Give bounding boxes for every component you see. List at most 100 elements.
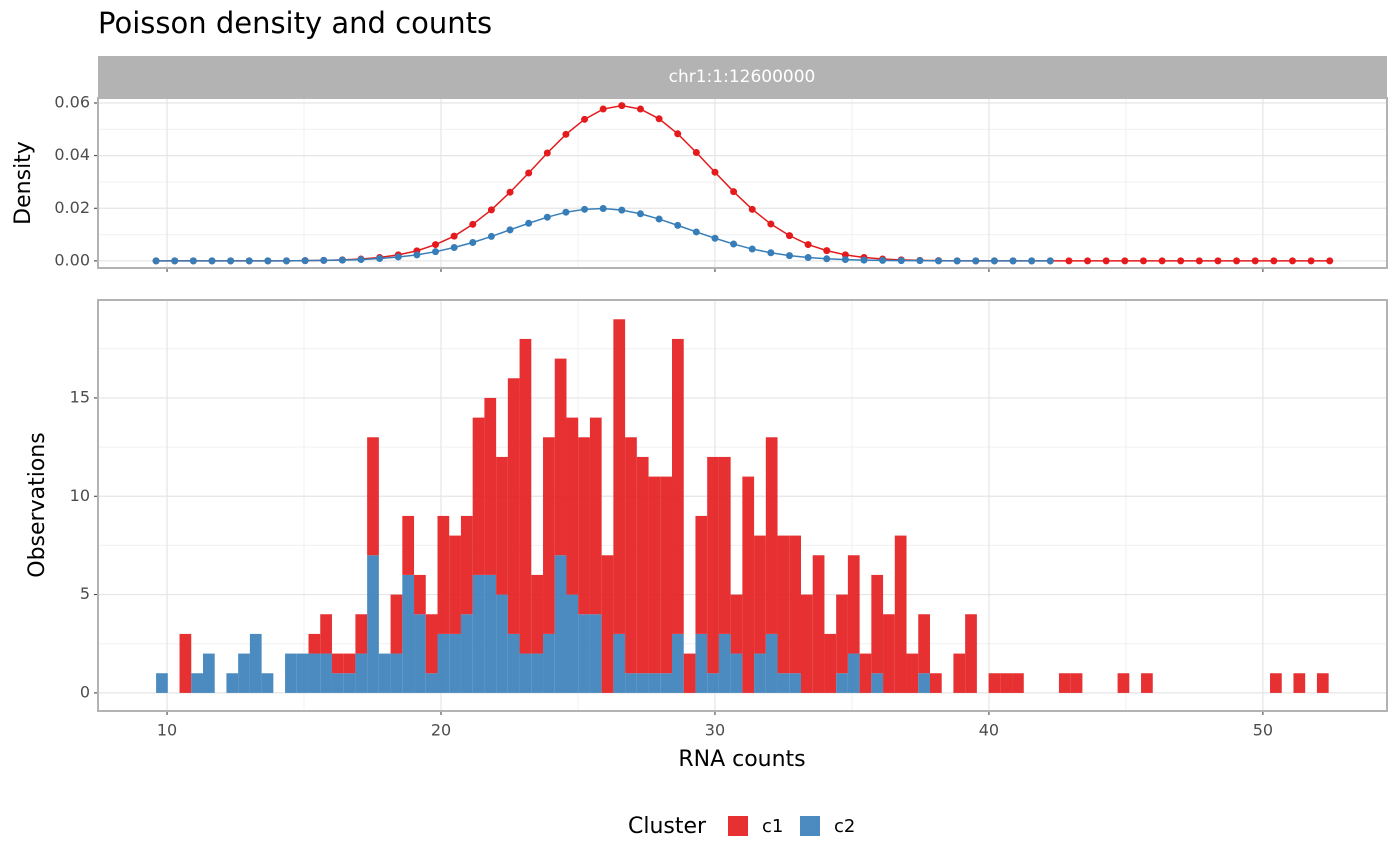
density-point [1251,257,1259,265]
density-point [1065,257,1073,265]
density-point [543,213,551,221]
density-point [1270,257,1278,265]
y-axis-title: Density [11,141,36,225]
density-point [506,188,514,196]
bar [460,614,473,693]
density-point [562,130,570,138]
density-point [1046,257,1054,265]
bar [320,614,332,654]
bar [1000,673,1013,693]
bar [660,673,673,693]
bar [507,378,520,634]
bar [812,555,825,693]
density-point [581,115,589,123]
density-point [469,220,477,228]
density-point [376,255,384,263]
density-point [935,257,943,265]
bar [390,594,403,654]
y-tick-label: 0.00 [54,250,90,269]
density-point [338,256,346,264]
density-point [1158,257,1166,265]
bar [929,673,942,693]
x-tick-label: 50 [1253,721,1273,740]
bar [425,614,438,674]
bar [625,673,637,693]
density-point [599,105,607,113]
strip [98,56,1387,98]
density-point [804,253,812,261]
bar [672,338,684,634]
bar [777,535,790,674]
density-point [841,256,849,264]
bar [695,633,708,693]
density-point [599,205,607,213]
bar [449,535,461,634]
bar [285,653,297,693]
density-point [543,149,551,157]
bar [308,633,321,654]
bar [156,673,168,693]
bar [343,673,356,693]
density-point [916,257,924,265]
y-tick-label: 5 [80,584,90,603]
bar [988,673,1001,693]
bar [730,594,743,654]
density-point [357,256,365,264]
density-point [972,257,980,265]
bar [871,673,884,693]
density-point [823,255,831,263]
density-point [990,257,998,265]
density-point [413,251,421,259]
bar [296,653,309,693]
density-point [525,169,533,177]
density-point [674,130,682,138]
x-tick-label: 40 [979,721,999,740]
density-point [487,206,495,214]
bar [449,633,461,693]
density-point [785,252,793,260]
bar [496,456,508,595]
bar [355,653,368,693]
bar [765,437,778,634]
density-point [1028,257,1036,265]
density-point [432,241,440,249]
x-axis-title: RNA counts [678,747,805,772]
bar [507,633,520,693]
bar [871,574,884,674]
bar [765,633,778,693]
bar [566,417,579,595]
bar [484,397,497,575]
density-point [320,256,328,264]
bar [320,653,332,693]
bar [894,535,907,693]
bar [859,653,872,693]
density-point [581,205,589,213]
bar [707,456,719,674]
density-point [823,247,831,255]
bar [589,417,602,615]
density-point [171,257,179,265]
bar [238,653,250,693]
density-point [748,245,756,253]
bar [414,614,426,693]
density-point [860,256,868,264]
density-point [655,115,663,123]
bar [331,653,344,674]
density-point [618,102,626,110]
density-point [674,221,682,229]
bar [425,673,438,693]
y-tick-label: 0.06 [54,93,90,112]
bar [249,633,262,693]
bar [1141,673,1153,693]
density-point [1177,257,1185,265]
density-point [1084,257,1092,265]
bar [378,653,391,693]
density-point [1009,257,1017,265]
legend-title: Cluster [628,814,707,839]
bar [367,555,379,693]
bar [754,653,766,693]
density-point [1121,257,1129,265]
density-point [1195,257,1203,265]
density-point [730,240,738,248]
density-point [450,232,458,240]
